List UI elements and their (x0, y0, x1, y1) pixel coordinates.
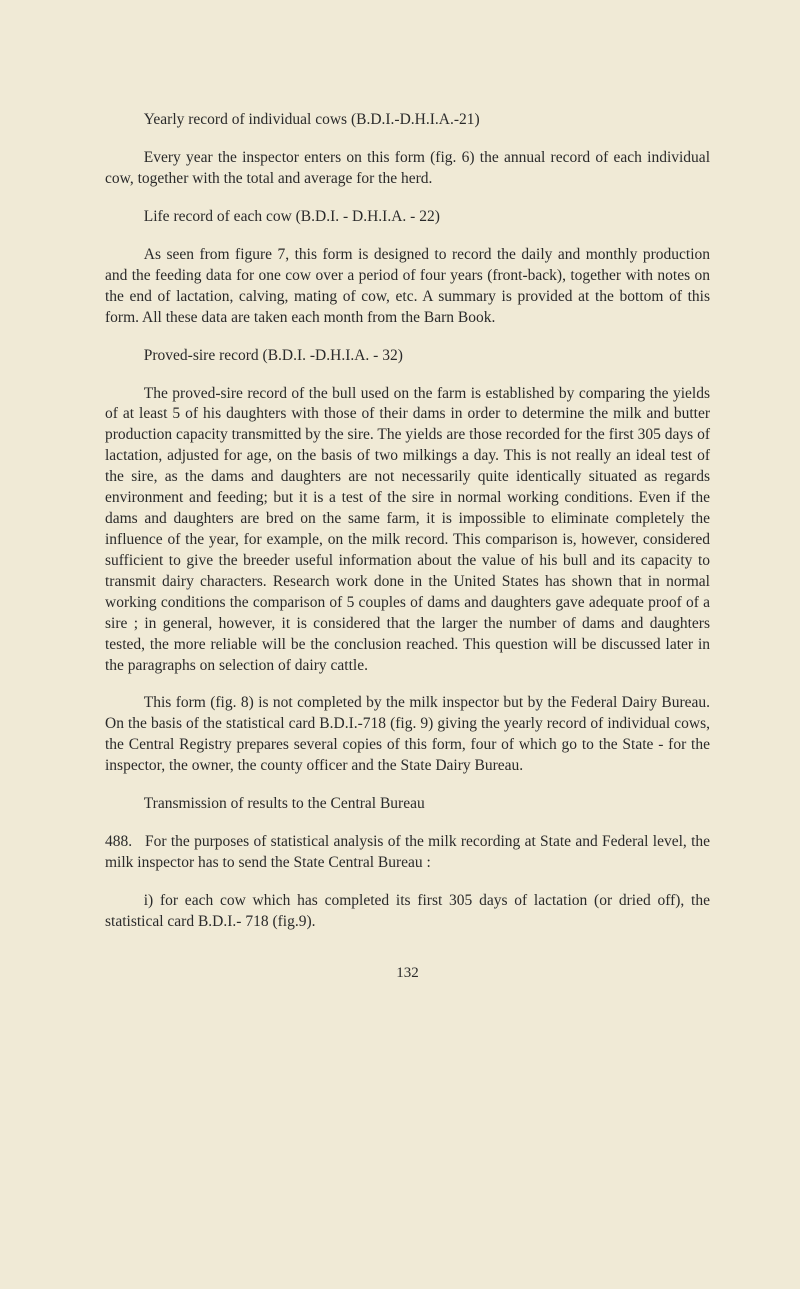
list-item-i: i) for each cow which has completed its … (105, 891, 710, 933)
paragraph-488-text: For the purposes of statistical analysis… (105, 833, 710, 871)
section-title-proved-sire: Proved-sire record (B.D.I. -D.H.I.A. - 3… (105, 346, 710, 367)
section-title-yearly-record: Yearly record of individual cows (B.D.I.… (105, 110, 710, 131)
page-number: 132 (105, 963, 710, 983)
paragraph-proved-sire-2: This form (fig. 8) is not completed by t… (105, 693, 710, 777)
numbered-paragraph-488: 488. For the purposes of statistical ana… (105, 832, 710, 874)
paragraph-number: 488. (105, 833, 132, 850)
paragraph-yearly-record: Every year the inspector enters on this … (105, 148, 710, 190)
paragraph-proved-sire-1: The proved-sire record of the bull used … (105, 384, 710, 677)
section-title-life-record: Life record of each cow (B.D.I. - D.H.I.… (105, 207, 710, 228)
paragraph-life-record: As seen from figure 7, this form is desi… (105, 245, 710, 329)
section-title-transmission: Transmission of results to the Central B… (105, 794, 710, 815)
